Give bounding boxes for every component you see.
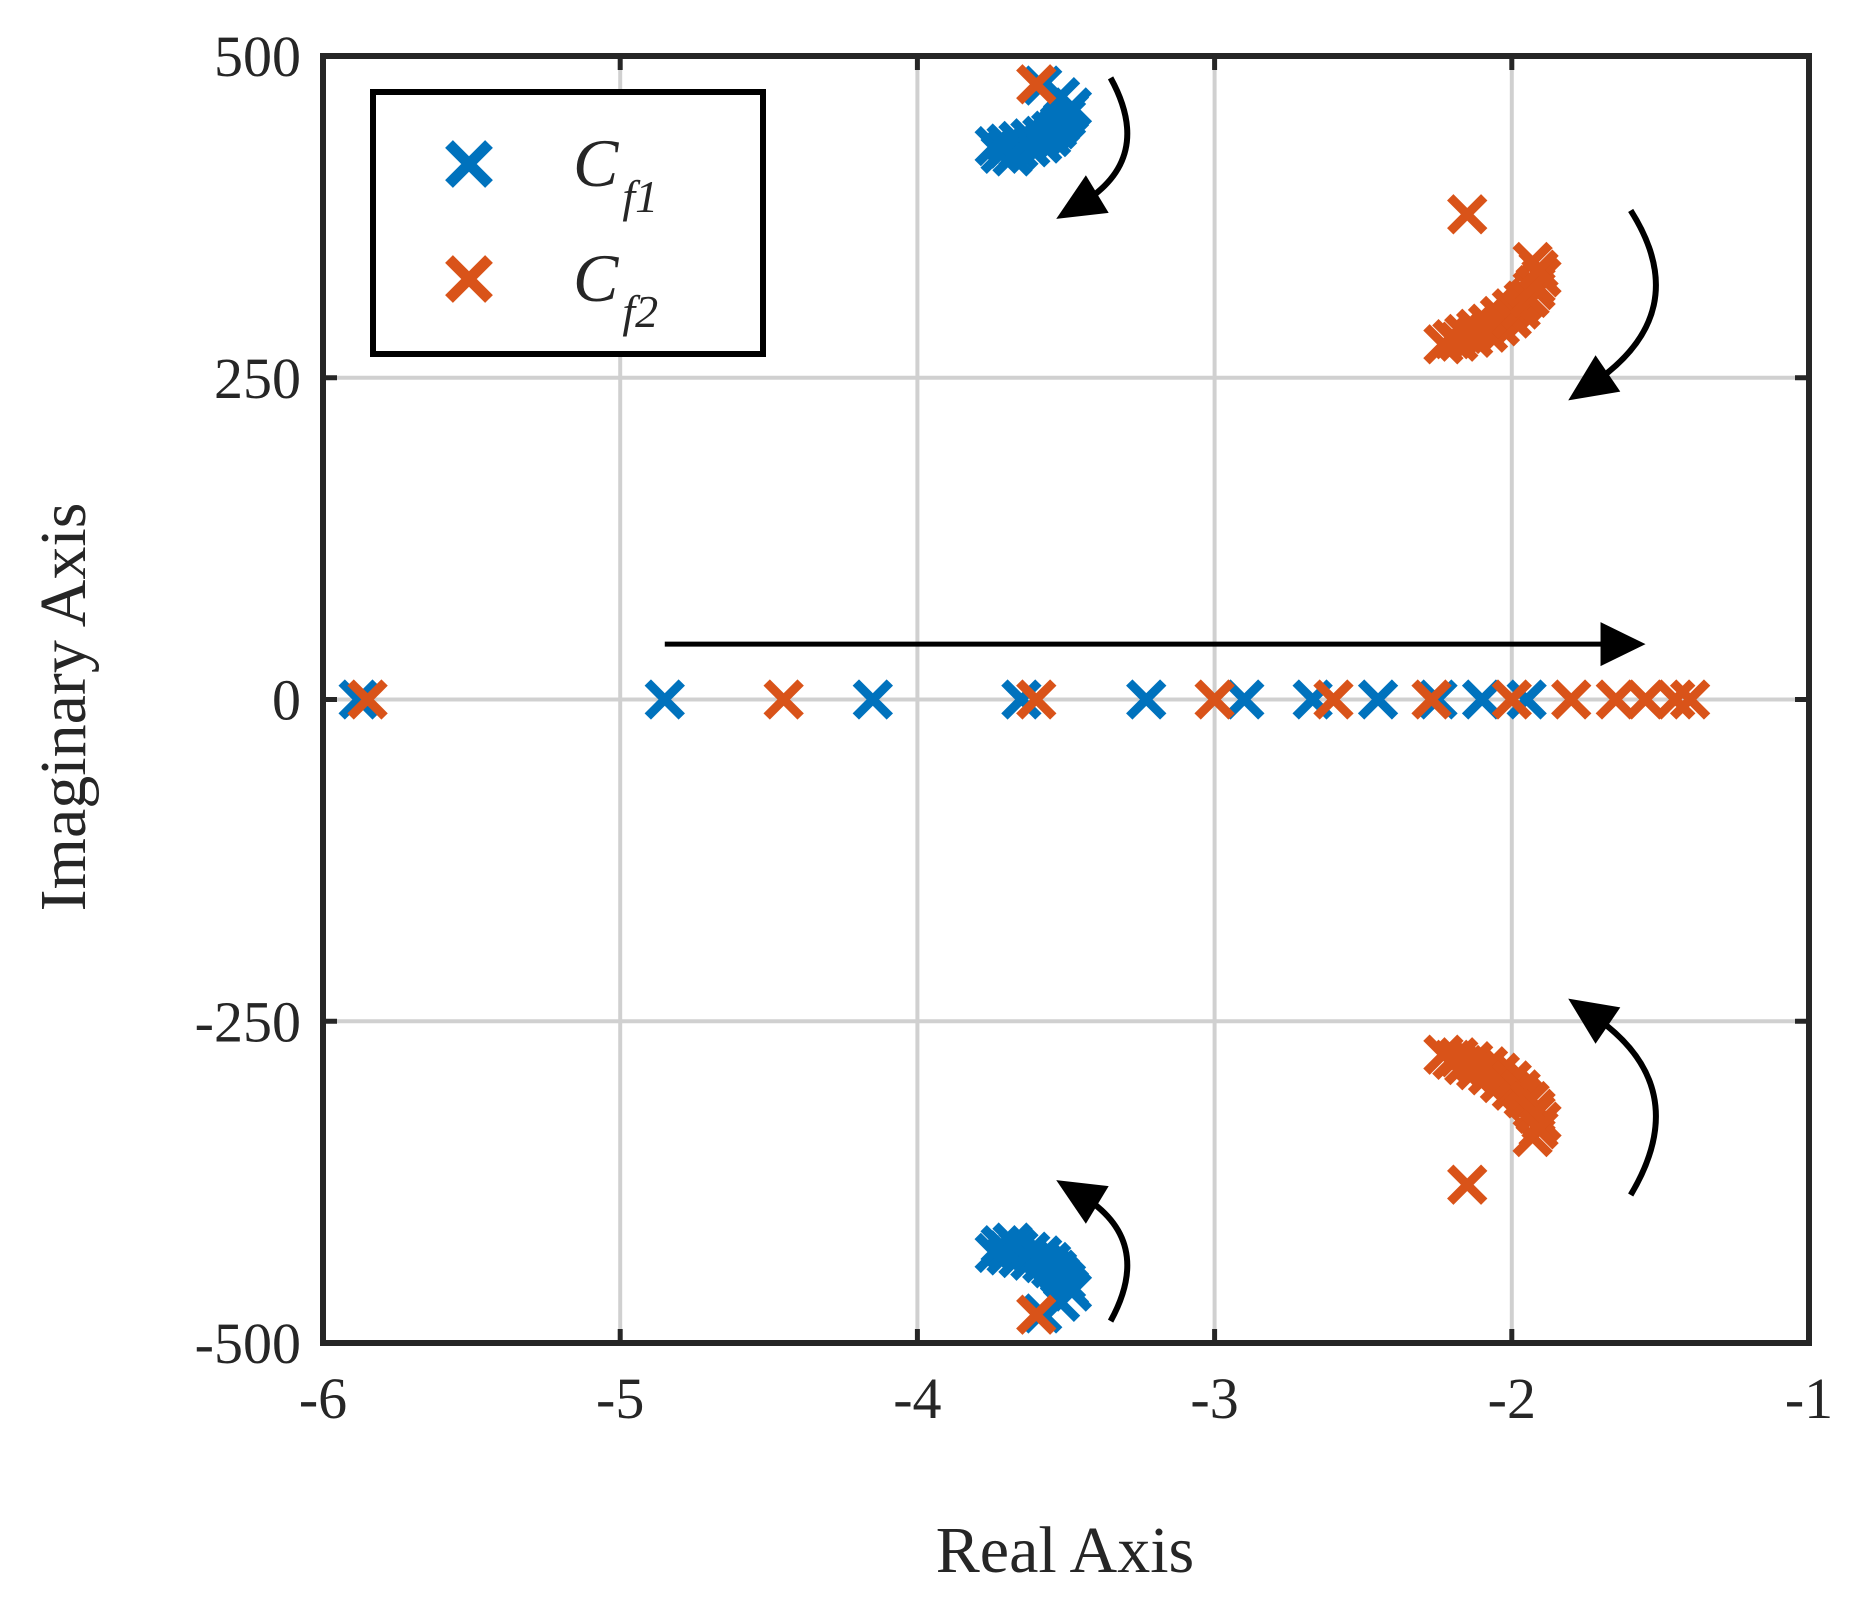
x-tick-label: -2 <box>1488 1366 1536 1431</box>
legend-label-main: C <box>573 125 619 201</box>
legend-label-main: C <box>573 240 619 316</box>
curved-arrow-head <box>1568 998 1621 1044</box>
y-tick-label: 500 <box>214 24 301 89</box>
data-point-f2 <box>763 679 804 720</box>
data-point-f1 <box>1461 679 1503 720</box>
data-point-f2 <box>1016 64 1057 105</box>
data-point-f1 <box>338 679 379 720</box>
x-tick-label: -6 <box>299 1366 347 1431</box>
x-tick-label: -1 <box>1785 1366 1833 1431</box>
data-point-f2 <box>347 679 388 720</box>
data-point-f2 <box>1411 679 1452 720</box>
x-axis-title: Real Axis <box>936 1514 1195 1587</box>
legend-label-subscript: f2 <box>622 286 658 337</box>
y-axis-title: Imaginary Axis <box>27 503 100 912</box>
data-point-f1 <box>1357 679 1399 720</box>
data-point-f1 <box>1048 91 1090 132</box>
data-point-f1 <box>1048 1267 1090 1308</box>
data-point-f1 <box>980 1225 1021 1266</box>
legend-label-f2: Cf2 <box>573 240 658 337</box>
data-point-f2 <box>1447 1164 1488 1205</box>
data-point-f2 <box>1669 679 1711 720</box>
legend-box <box>370 89 766 357</box>
data-point-f1 <box>644 679 685 720</box>
data-point-f1 <box>1506 679 1547 720</box>
data-point-f2 <box>1595 679 1637 720</box>
curved-arrow-shaft <box>1590 208 1659 387</box>
y-tick-label: 250 <box>214 346 301 411</box>
data-point-f2 <box>1625 679 1666 720</box>
straight-arrow-head <box>1600 622 1646 667</box>
x-tick-label: -3 <box>1190 1366 1238 1431</box>
curved-arrow-head <box>1056 1180 1109 1224</box>
data-point-f2 <box>1016 679 1057 720</box>
data-point-f1 <box>992 1222 1033 1263</box>
data-point-f2 <box>1016 1294 1057 1335</box>
data-point-f2 <box>1491 679 1532 720</box>
data-point-f1 <box>980 133 1021 174</box>
legend-marker-f1 <box>445 140 493 188</box>
legend-marker-f2 <box>445 255 493 303</box>
curved-arrow-shaft <box>1590 1012 1659 1197</box>
y-tick-label: 0 <box>272 668 301 733</box>
points-layer <box>338 64 1711 1335</box>
data-point-f2 <box>1518 1109 1559 1150</box>
data-point-f2 <box>1313 679 1354 720</box>
data-point-f2 <box>1655 679 1696 720</box>
x-tick-label: -5 <box>596 1366 644 1431</box>
x-tick-label: -4 <box>893 1366 941 1431</box>
data-point-f1 <box>1001 679 1042 720</box>
data-point-f2 <box>1518 249 1559 290</box>
y-tick-label: -500 <box>195 1311 301 1376</box>
data-point-f1 <box>1126 679 1167 720</box>
y-tick-label: -250 <box>195 989 301 1054</box>
data-point-f1 <box>992 136 1033 177</box>
legend-label-f1: Cf1 <box>573 125 658 222</box>
data-point-f1 <box>852 679 894 720</box>
annotation-layer <box>664 76 1659 1323</box>
data-point-f2 <box>1551 679 1592 720</box>
data-point-f2 <box>1194 679 1235 720</box>
curved-arrow-head <box>1056 175 1109 219</box>
legend-label-subscript: f1 <box>622 171 658 222</box>
data-point-f1 <box>1224 679 1265 720</box>
data-point-f2 <box>1447 194 1488 235</box>
curved-arrow-head <box>1568 355 1621 401</box>
axes-layer: -6 -5 -4 -3 -2 -1 -500 -250 0 250 500 <box>195 24 1833 1431</box>
